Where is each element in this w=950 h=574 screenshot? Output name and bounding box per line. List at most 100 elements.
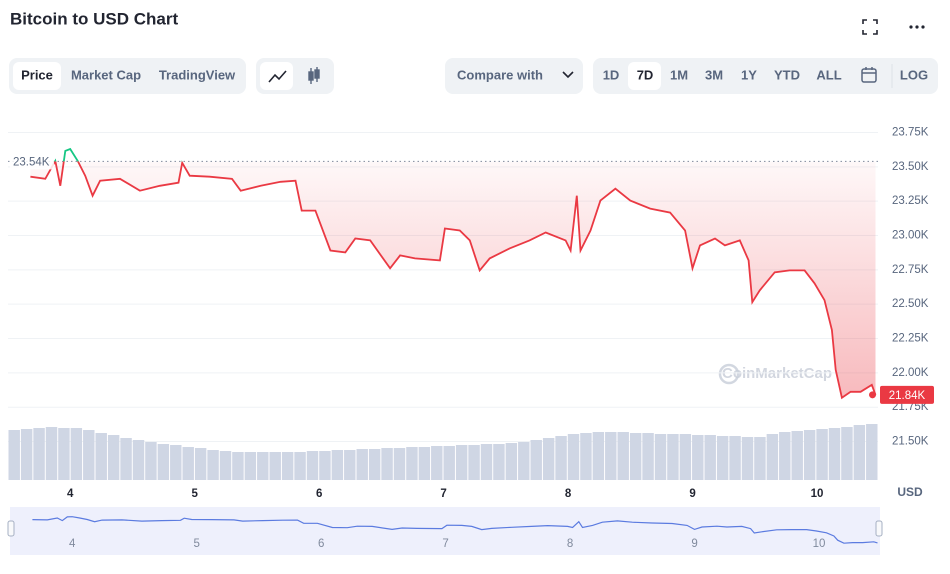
navigator-handle[interactable] [7,520,15,537]
tab-group [9,58,246,94]
navigator-handle[interactable] [875,520,883,537]
volume-bar [816,429,828,480]
volume-bar [20,429,33,480]
volume-bar [170,445,182,480]
volume-bar [667,434,679,480]
range-button[interactable]: 1Y [741,67,757,82]
volume-bar [145,442,157,480]
volume-bar [629,433,642,480]
range-button[interactable]: 1D [603,67,620,82]
watermark: CoinMarketCap [722,365,832,382]
volume-bar [95,433,107,480]
watermark-logo [718,363,740,385]
volume-bar [518,442,530,480]
volume-bar [617,432,629,480]
navigator-tick-label: 5 [193,538,199,550]
volume-bar [431,446,443,480]
x-tick-label: 8 [565,488,572,500]
volume-bar [368,449,381,480]
y-tick-label: 23.00K [892,230,929,242]
fullscreen-icon[interactable] [862,19,878,35]
volume-bar [207,450,219,480]
range-button[interactable]: 7D [637,67,654,82]
volume-bar [418,447,431,480]
volume-bar [219,451,232,480]
navigator-tick-label: 7 [442,538,448,550]
tab[interactable]: Market Cap [71,67,141,82]
volume-bar [194,448,207,480]
compare-label[interactable]: Compare with [457,67,543,82]
range-button[interactable]: YTD [774,67,800,82]
volume-bar [704,435,716,480]
line-icon [268,70,287,83]
volume-bar [791,431,803,480]
volume-bar [679,434,692,480]
log-button[interactable]: LOG [900,67,928,82]
current-dot [869,391,877,399]
tab[interactable]: Price [21,67,53,82]
volume-bar [381,448,393,480]
volume-bar [779,432,791,480]
volume-bar [70,428,83,480]
navigator[interactable] [10,507,880,555]
volume-bar [505,443,518,480]
volume-bar [741,437,754,480]
chevron [562,71,574,79]
volume-bar [244,452,257,480]
range-button[interactable]: ALL [816,67,841,82]
volume-bar [294,452,306,480]
volume-bar [716,436,729,480]
volume-bar [107,435,120,480]
volume-bar [8,430,20,480]
candle-icon[interactable] [308,67,320,84]
volume-bar [654,434,667,480]
y-tick-label: 22.25K [892,333,929,345]
volume-bar [157,444,170,480]
current-tag [880,385,934,404]
volume-bar [232,452,244,480]
volume-bar [542,438,555,480]
x-tick-label: 5 [191,488,198,500]
y-tick-label: 23.25K [892,195,929,207]
x-tick-label: 9 [689,488,695,500]
volume-bar [729,436,741,480]
chart-title: Bitcoin to USD Chart [10,9,178,28]
tab[interactable]: TradingView [159,67,236,82]
volume-bar [642,433,654,480]
volume-bar [443,446,455,480]
volume-bar [120,438,132,480]
volume-bar [580,433,592,480]
volume-bar [853,425,866,480]
volume-bar [33,428,45,480]
volume-bar [281,452,294,480]
volume-bar [468,445,480,480]
volume-bar [344,450,356,480]
more-icon[interactable] [909,25,925,29]
volume-bar [841,427,853,480]
volume-bar [480,444,493,480]
range-selected [628,62,661,90]
navigator-tick-label: 10 [813,538,826,550]
range-button[interactable]: 1M [670,67,688,82]
volume-bar [58,428,70,480]
volume-bar [555,436,567,480]
volume-bar [692,435,704,480]
volume-bar [567,434,580,480]
navigator-tick-label: 6 [318,538,324,550]
volume-bar [592,432,605,480]
calendar-icon[interactable] [861,67,877,83]
volume-bar [803,430,816,480]
range-button[interactable]: 3M [705,67,723,82]
volume-bar [319,451,331,480]
volume-bar [257,452,269,480]
x-tick-label: 10 [811,488,824,500]
range-group [593,58,938,94]
navigator-tick-label: 9 [691,538,697,550]
volume-bar [766,434,779,480]
reference-tag [10,153,54,170]
reference-label: 23.54K [13,156,50,168]
volume-bar [828,428,841,480]
compare-box[interactable] [445,58,583,94]
current-label: 21.84K [889,390,926,402]
